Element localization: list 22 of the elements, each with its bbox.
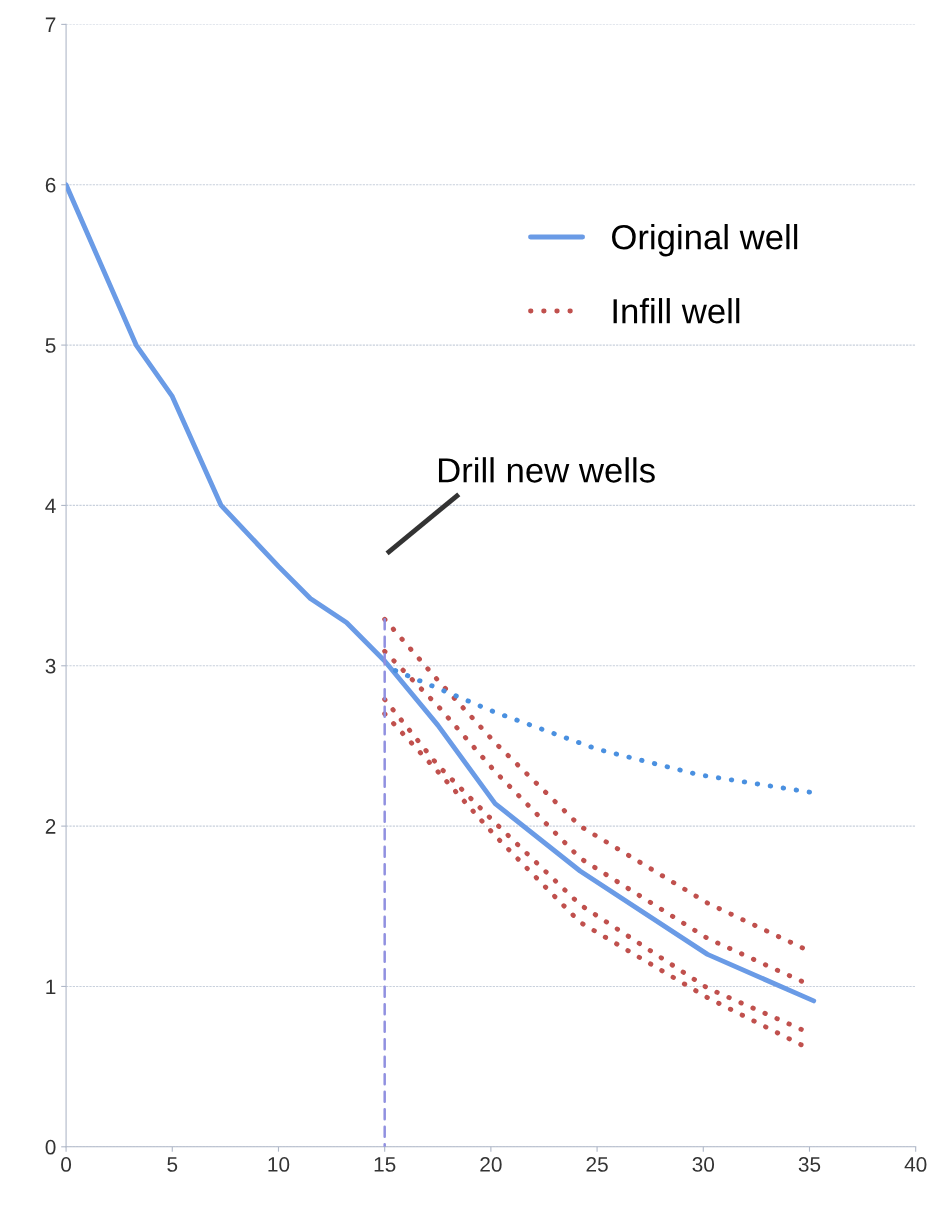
x-tick-label: 20	[480, 1157, 502, 1172]
x-tick-label: 35	[798, 1157, 821, 1172]
y-tick-label: 1	[46, 979, 56, 995]
line-series	[392, 668, 815, 795]
x-tick-label: 0	[61, 1157, 72, 1172]
y-tick-label: 3	[45, 658, 56, 674]
legend-label: Infill well	[613, 298, 740, 324]
y-tick-label: 5	[45, 338, 56, 353]
y-tick-label: 4	[45, 498, 56, 513]
y-tick-label: 7	[45, 17, 56, 32]
x-tick-label: 10	[268, 1157, 290, 1172]
y-tick-label: 2	[45, 819, 56, 834]
x-tick-label: 5	[167, 1157, 178, 1172]
x-tick-label: 25	[586, 1157, 608, 1172]
annotation: Drill new wells	[438, 457, 655, 483]
x-tick-label: 40	[904, 1157, 927, 1172]
y-tick-label: 0	[45, 1139, 56, 1155]
legend-label: Original well	[612, 224, 798, 257]
line-series	[66, 182, 817, 1004]
x-tick-label: 30	[692, 1157, 715, 1172]
y-tick-label: 6	[45, 177, 56, 193]
x-tick-label: 15	[374, 1157, 396, 1172]
